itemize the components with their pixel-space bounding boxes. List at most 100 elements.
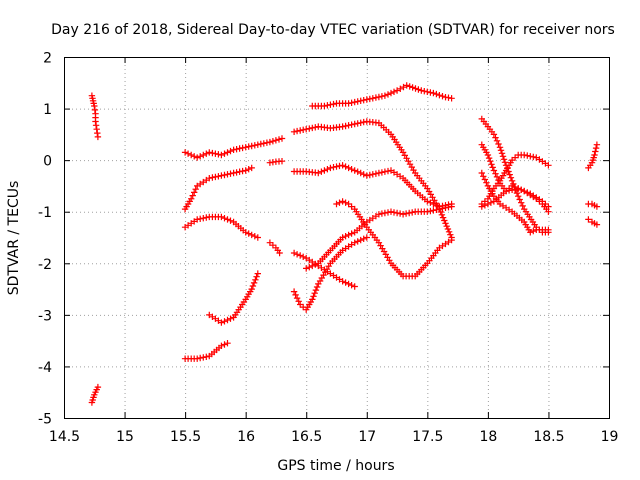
data-point [478, 169, 485, 177]
data-point [357, 236, 364, 244]
data-point [206, 175, 213, 182]
data-point [312, 286, 320, 294]
data-point [315, 169, 322, 177]
data-point [215, 151, 222, 158]
data-point [342, 279, 349, 286]
data-point [310, 293, 317, 300]
data-point [492, 170, 499, 177]
data-point [493, 137, 501, 144]
data-point [324, 102, 331, 109]
data-point [203, 353, 210, 360]
series-track-a [88, 92, 102, 141]
data-point [409, 84, 416, 91]
data-point [378, 93, 386, 100]
data-marks [88, 82, 601, 406]
data-point [224, 149, 231, 156]
series-track-f [266, 239, 283, 257]
y-tick-label: 1 [43, 102, 52, 118]
data-point [242, 229, 249, 236]
data-point [592, 144, 600, 152]
data-point [248, 142, 255, 150]
data-point [194, 154, 201, 161]
y-tick-label: 2 [43, 51, 52, 67]
data-point [200, 151, 207, 159]
data-point [372, 94, 380, 101]
data-point [545, 226, 552, 233]
data-point [184, 150, 192, 157]
data-point [245, 166, 252, 173]
data-point [278, 158, 286, 165]
data-point [480, 173, 487, 180]
data-point [348, 230, 355, 237]
data-point [227, 217, 234, 224]
data-point [336, 199, 343, 206]
data-point [218, 319, 225, 326]
data-point [487, 158, 494, 165]
y-axis-label: SDTVAR / TECUs [6, 181, 22, 296]
data-point [360, 235, 367, 242]
data-point [498, 150, 506, 157]
data-point [218, 213, 225, 221]
data-point [484, 151, 492, 159]
data-point [292, 291, 299, 299]
data-point [497, 147, 505, 154]
data-point [254, 234, 261, 241]
data-point [221, 215, 228, 222]
data-point [248, 164, 255, 172]
data-point [250, 279, 258, 287]
data-point [406, 83, 413, 90]
data-point [489, 164, 496, 171]
data-point [593, 141, 601, 148]
y-tick-label: -5 [38, 412, 52, 428]
data-point [306, 264, 313, 271]
data-point [439, 214, 447, 221]
data-point [318, 168, 325, 175]
data-point [495, 140, 502, 148]
data-point [321, 167, 328, 174]
chart-title: Day 216 of 2018, Sidereal Day-to-day VTE… [51, 22, 615, 38]
plot-frame [64, 57, 610, 419]
data-point [309, 262, 316, 270]
x-tick-label: 15 [116, 429, 134, 445]
series-track-i [206, 270, 261, 326]
data-point [384, 91, 392, 98]
data-point [493, 173, 501, 181]
data-point [249, 282, 257, 290]
data-point [342, 122, 349, 130]
data-point [290, 288, 298, 295]
data-point [447, 231, 454, 238]
data-point [511, 186, 519, 193]
data-point [192, 186, 199, 193]
data-point [357, 119, 364, 126]
x-tick-label: 17 [358, 429, 376, 445]
data-point [378, 169, 386, 176]
data-point [592, 148, 599, 155]
data-point [224, 216, 231, 223]
series-track-l [290, 162, 455, 210]
data-point [266, 138, 274, 146]
data-point [396, 210, 404, 217]
data-point [313, 283, 321, 291]
data-point [327, 164, 334, 172]
data-point [507, 174, 515, 181]
x-tick-label: 18.5 [533, 429, 564, 445]
data-point [366, 171, 373, 179]
data-point [254, 270, 261, 277]
series-track-q [478, 115, 552, 236]
data-point [227, 147, 234, 155]
data-point [339, 162, 346, 169]
data-point [357, 169, 364, 177]
data-point [290, 128, 298, 135]
data-point [415, 86, 422, 93]
data-point [387, 89, 395, 97]
data-point [251, 233, 258, 240]
data-point [403, 82, 410, 89]
data-point [324, 166, 331, 173]
data-point [181, 149, 189, 156]
data-point [275, 136, 283, 143]
data-point [339, 198, 346, 205]
data-point [253, 273, 260, 280]
data-point [524, 189, 531, 196]
series-track-p [303, 203, 455, 272]
